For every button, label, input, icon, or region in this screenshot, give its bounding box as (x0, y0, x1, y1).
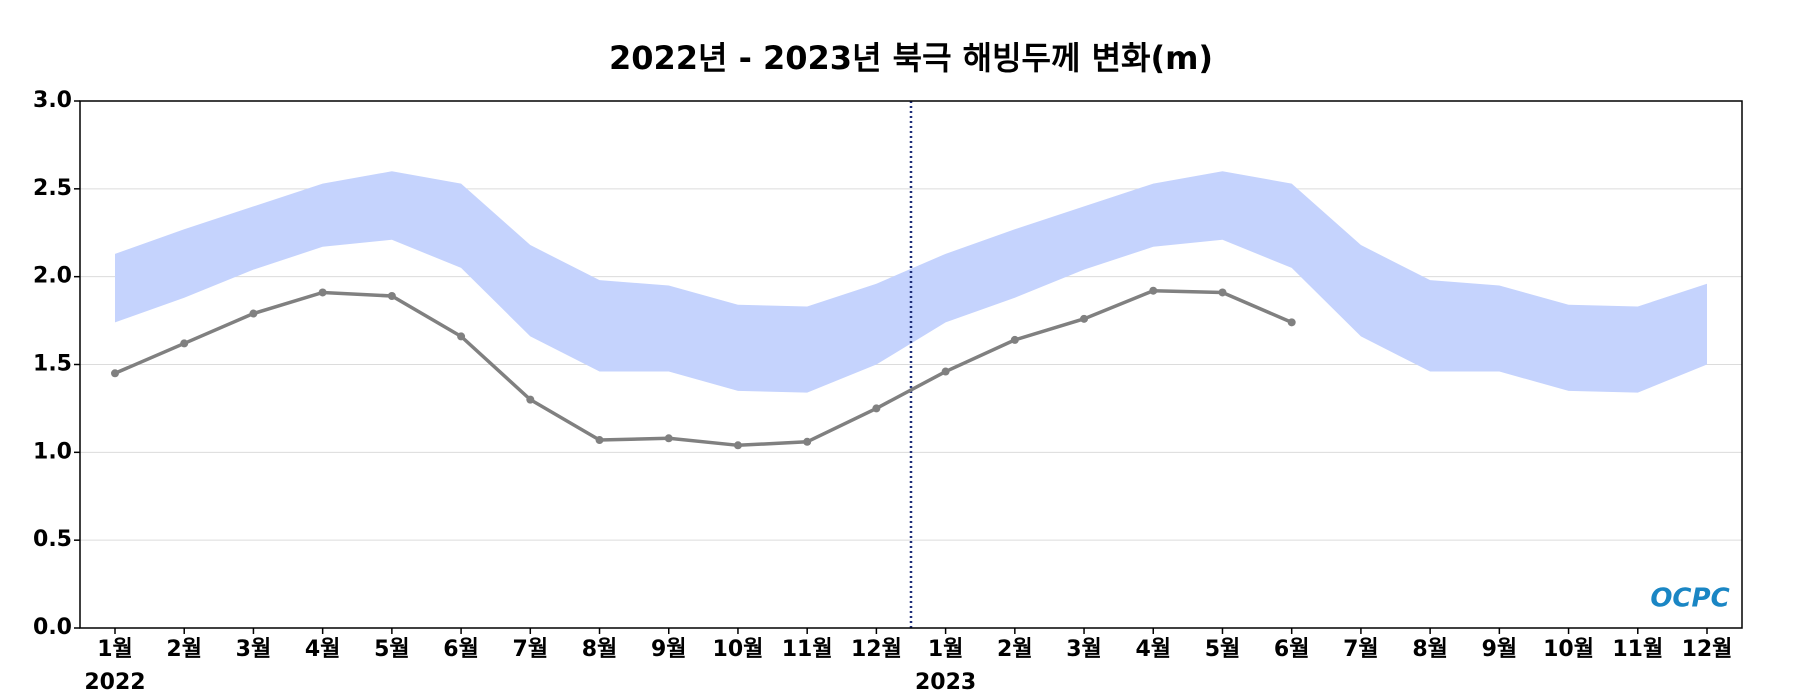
data-point (318, 288, 327, 297)
plot-frame (79, 100, 1743, 629)
data-point (1080, 314, 1089, 323)
data-point (111, 369, 119, 378)
x-tick-label: 10월 (713, 637, 764, 662)
data-point (941, 367, 950, 376)
logo: OCPC (1650, 584, 1729, 614)
data-point (249, 309, 258, 318)
x-tick-label: 2월 (166, 637, 202, 662)
y-tick-label: 0.0 (33, 615, 72, 640)
x-tick-label: 4월 (305, 637, 341, 662)
data-point (803, 437, 812, 446)
year-label: 2022 (84, 670, 145, 695)
y-tick-label: 3.0 (33, 88, 72, 113)
x-tick-label: 4월 (1135, 637, 1171, 662)
y-tick-label: 1.5 (33, 352, 72, 377)
x-tick-label: 7월 (513, 637, 549, 662)
year-label: 2023 (915, 670, 976, 695)
data-point (526, 395, 535, 404)
x-tick-label: 3월 (1066, 637, 1102, 662)
y-tick-label: 2.5 (33, 176, 72, 201)
x-tick-label: 6월 (443, 637, 479, 662)
data-point (1218, 288, 1227, 297)
x-tick-label: 1월 (97, 637, 133, 662)
y-tick-label: 2.0 (33, 264, 72, 289)
y-tick-label: 0.5 (33, 527, 72, 552)
x-tick-label: 12월 (1682, 637, 1733, 662)
data-point (387, 291, 396, 300)
x-tick-label: 9월 (651, 637, 687, 662)
data-line (114, 288, 1293, 448)
data-point (457, 332, 466, 341)
data-point (1287, 318, 1296, 327)
x-tick-label: 8월 (582, 637, 618, 662)
y-tick-label: 1.0 (33, 439, 72, 464)
x-tick-label: 8월 (1412, 637, 1448, 662)
data-point (872, 404, 881, 413)
x-tick-label: 7월 (1343, 637, 1379, 662)
x-tick-label: 3월 (236, 637, 272, 662)
data-point (1010, 335, 1019, 344)
x-tick-label: 6월 (1274, 637, 1310, 662)
x-tick-label: 10월 (1543, 637, 1594, 662)
x-tick-label: 5월 (374, 637, 410, 662)
data-point (180, 339, 189, 348)
data-point (664, 434, 673, 443)
data-point (733, 441, 742, 450)
x-tick-label: 9월 (1482, 637, 1518, 662)
chart-title: 2022년 - 2023년 북극 해빙두께 변화(m) (609, 39, 1213, 77)
x-tick-label: 11월 (782, 637, 833, 662)
x-tick-label: 2월 (997, 637, 1033, 662)
x-tick-label: 11월 (1612, 637, 1663, 662)
x-tick-label: 12월 (851, 637, 902, 662)
data-point (595, 436, 604, 445)
x-tick-label: 1월 (928, 637, 964, 662)
data-point (1149, 286, 1158, 295)
x-tick-label: 5월 (1205, 637, 1241, 662)
